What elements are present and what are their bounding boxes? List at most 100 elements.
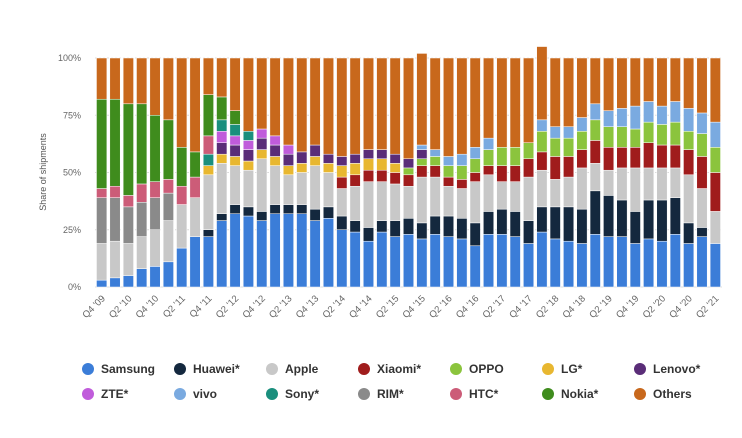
bar-segment [536,231,548,288]
bar-segment [616,199,628,237]
x-tick-label: Q4 '19 [614,293,641,320]
bar-segment [496,57,508,148]
bar-segment [216,213,228,221]
bar-segment [176,185,188,205]
bar-segment [616,167,628,201]
bar-segment [403,57,414,160]
bar-segment [429,176,441,217]
legend-item[interactable]: OPPO [450,362,542,376]
bar-segment [496,208,508,235]
bar-segment [229,144,241,157]
y-tick-label: 75% [63,110,81,120]
legend-item[interactable]: vivo [174,387,266,401]
bar-segment [456,153,468,166]
bar-segment [536,206,548,233]
bar-segment [496,181,508,210]
bar-segment [576,149,588,169]
bar-segment [656,105,668,125]
bar-segment [509,181,521,212]
bar-segment [429,156,441,166]
x-tick-label: Q2 '18 [534,293,561,320]
x-tick-label: Q2 '14 [321,293,348,320]
bar-segment [269,135,281,146]
legend-item[interactable]: RIM* [358,387,450,401]
bar-segment [576,167,588,210]
x-tick-labels: Q4 '09 Q2 '10 Q4 '10 Q2 '11 Q4 '11 Q2 '12 Q4 '… [80,293,721,320]
bar-segment [509,236,521,288]
bar-segment [349,231,361,288]
bar-segment [336,229,348,288]
stacked-bar-chart: 0% 25% 50% 75% 100% Q4 '09 Q2 '10 Q4 '10 Q2 '11… [38,46,722,321]
bar-segment [589,163,601,192]
legend-item[interactable]: HTC* [450,387,542,401]
legend-swatch-icon [266,363,278,375]
bar-segment [696,227,708,237]
bar-segment [483,57,494,139]
bar-segment [563,206,575,242]
x-tick-label: Q2 '20 [641,293,668,320]
bar-segment [96,57,108,100]
bar-segment [416,238,428,288]
bar-segment [189,151,201,178]
y-tick-label: 100% [58,53,81,63]
bar-segment [202,153,214,166]
x-tick-label: Q4 '10 [134,293,161,320]
legend-item[interactable]: Samsung [82,362,174,376]
bar-segment [282,174,294,205]
legend-item[interactable]: Nokia* [542,387,634,401]
bar-segment [269,144,281,157]
bar-segment [589,234,601,288]
bar-segment [176,247,188,288]
bar-segment [483,211,494,235]
bar-segment [643,238,655,288]
legend-item[interactable]: Sony* [266,387,358,401]
legend-item[interactable]: LG* [542,362,634,376]
bar-segment [122,206,134,244]
bar-segment [349,153,361,164]
bar-segment [202,174,214,230]
x-tick-label: Q4 '18 [561,293,588,320]
bar-segment [202,94,214,137]
bar-segment [536,131,548,153]
legend-swatch-icon [450,388,462,400]
bar-segment [363,149,374,160]
bar-segment [683,243,695,288]
bar-segment [563,57,575,127]
legend-label: Apple [285,362,319,376]
legend-item[interactable]: Lenovo* [634,362,726,376]
bar-segment [403,174,414,187]
bar-segment [643,199,655,240]
bar-segment [162,261,174,288]
bar-segment [216,220,228,288]
bar-segment [549,156,561,180]
bar-segment [709,243,721,288]
bar-segment [669,121,681,146]
legend-item[interactable]: ZTE* [82,387,174,401]
bar-segment [349,57,361,155]
bar-segment [603,195,615,237]
legend-item[interactable]: Huawei* [174,362,266,376]
legend-item[interactable]: Others [634,387,726,401]
bar-segment [149,266,161,288]
bar-segment [483,174,494,212]
bar-segment [229,204,241,214]
bar-segment [296,151,308,164]
legend-swatch-icon [174,388,186,400]
bar-segment [202,57,214,95]
bar-segment [189,197,201,237]
bar-segment [429,149,441,157]
bar-segment [629,167,641,212]
legend-item[interactable]: Apple [266,362,358,376]
bar-segment [443,156,454,166]
y-tick-labels: 0% 25% 50% 75% 100% [58,53,81,292]
bar-segment [136,236,148,269]
bar-segment [469,158,481,173]
bar-segment [469,57,481,148]
bar-segment [389,183,401,221]
bar-segment [229,124,241,137]
bar-segment [616,57,628,109]
legend-item[interactable]: Xiaomi* [358,362,450,376]
bar-segment [229,156,241,166]
bar-segment [229,110,241,125]
bar-segment [549,57,561,127]
